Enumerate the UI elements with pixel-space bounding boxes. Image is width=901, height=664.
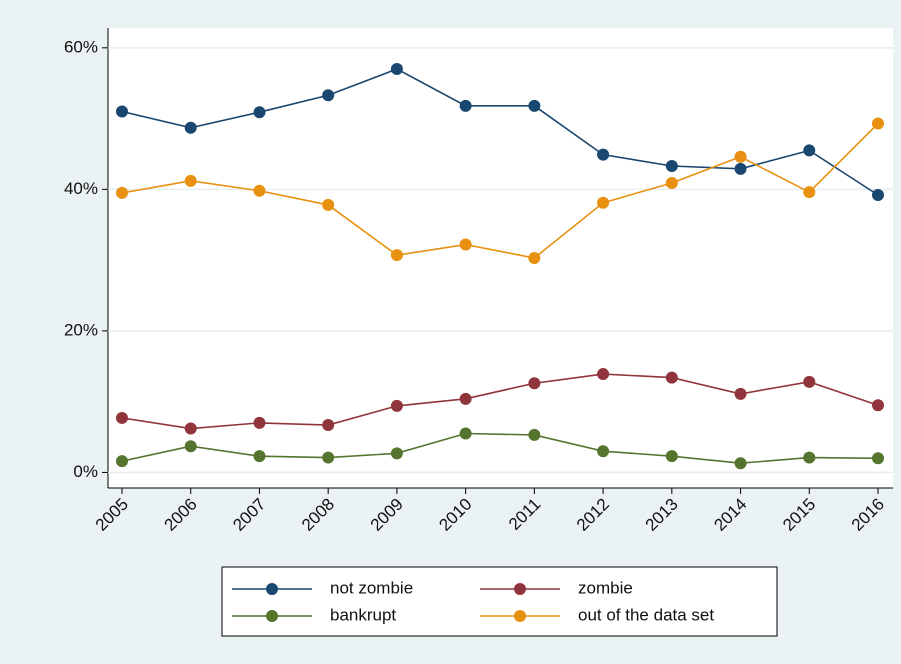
data-point [390, 447, 403, 460]
y-tick-label: 60% [64, 37, 98, 56]
data-point [528, 252, 541, 264]
y-tick-label: 20% [64, 320, 98, 339]
data-point [734, 162, 747, 175]
plot-area [108, 28, 893, 488]
data-point [872, 452, 884, 465]
data-point [528, 377, 541, 390]
legend-label: bankrupt [330, 605, 396, 624]
data-point [322, 419, 335, 432]
data-point [459, 427, 472, 440]
data-point [459, 392, 472, 405]
data-point [253, 416, 266, 429]
data-point [872, 189, 884, 202]
data-point [322, 89, 335, 102]
data-point [253, 106, 266, 119]
y-tick-label: 40% [64, 179, 98, 198]
data-point [184, 174, 197, 187]
data-point [734, 457, 747, 470]
data-point [322, 198, 335, 211]
data-point [665, 450, 678, 463]
legend-label: zombie [578, 578, 633, 597]
data-point [872, 117, 884, 130]
legend-label: not zombie [330, 578, 413, 597]
data-point [803, 451, 816, 464]
data-point [390, 63, 403, 76]
legend [221, 566, 778, 637]
data-point [116, 105, 128, 118]
legend-marker [266, 610, 278, 622]
data-point [803, 144, 816, 157]
y-tick-label: 0% [73, 462, 98, 481]
data-point [528, 428, 541, 441]
data-point [459, 99, 472, 112]
data-point [597, 196, 610, 209]
series-line [121, 373, 879, 430]
data-point [116, 411, 128, 424]
series-line [121, 68, 879, 196]
data-point [253, 184, 266, 197]
data-point [528, 99, 541, 112]
data-point [872, 399, 884, 412]
data-point [390, 399, 403, 412]
data-point [184, 440, 197, 453]
data-point [253, 450, 266, 463]
data-point [116, 455, 128, 468]
series-line [121, 122, 879, 259]
data-point [390, 249, 403, 262]
data-point [459, 238, 472, 251]
data-point [597, 368, 610, 381]
data-point [734, 150, 747, 163]
legend-marker [514, 610, 526, 622]
data-point [322, 451, 335, 464]
data-point [597, 445, 610, 458]
legend-marker [266, 583, 278, 595]
legend-label: out of the data set [578, 605, 714, 624]
data-point [734, 387, 747, 400]
data-point [803, 375, 816, 388]
data-point [665, 371, 678, 384]
data-point [184, 422, 197, 435]
data-point [116, 186, 128, 199]
series-line [121, 432, 879, 465]
data-point [597, 148, 610, 161]
data-point [665, 160, 678, 172]
legend-marker [514, 583, 526, 595]
data-point [665, 176, 678, 189]
data-point [184, 121, 197, 134]
data-point [803, 186, 816, 199]
